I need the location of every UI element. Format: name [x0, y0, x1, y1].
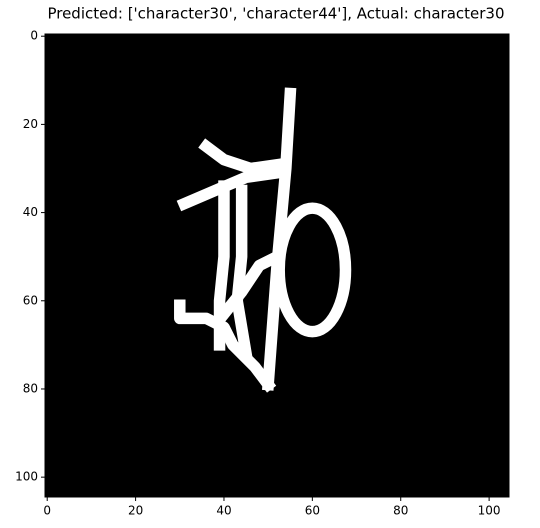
x-tick-label: 0	[43, 504, 51, 518]
glyph-stroke	[215, 248, 285, 323]
y-tick-label: 60	[23, 293, 38, 307]
glyph-stroke	[176, 166, 284, 212]
x-tick-label: 40	[216, 504, 231, 518]
glyph-stroke	[231, 184, 253, 361]
glyph	[174, 87, 352, 393]
chart-title: Predicted: ['character30', 'character44'…	[47, 5, 504, 23]
glyph-stroke	[174, 299, 277, 393]
y-tick-label: 100	[15, 470, 38, 484]
y-tick-label: 0	[30, 29, 38, 43]
y-tick-label: 40	[23, 205, 38, 219]
glyph-stroke	[262, 87, 297, 391]
plot-area	[44, 33, 510, 498]
y-tick-label: 20	[23, 117, 38, 131]
x-tick-label: 60	[305, 504, 320, 518]
y-tick-label: 80	[23, 381, 38, 395]
glyph-loop	[273, 202, 352, 338]
x-tick-label: 80	[393, 504, 408, 518]
axes-frame	[44, 33, 510, 498]
x-tick-label: 100	[478, 504, 501, 518]
x-tick-label: 20	[128, 504, 143, 518]
glyph-stroke	[198, 138, 288, 175]
